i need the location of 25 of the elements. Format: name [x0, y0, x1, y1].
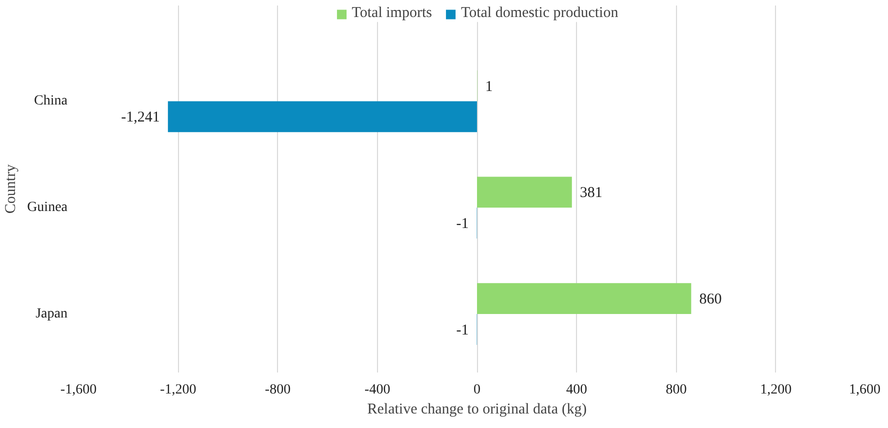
- bar: [477, 176, 572, 208]
- y-tick-label: China: [34, 94, 68, 109]
- x-tick-label: 1,200: [760, 382, 792, 398]
- y-tick-label: Guinea: [27, 200, 68, 216]
- legend-label: Total imports: [352, 5, 432, 22]
- x-tick-label: 1,600: [849, 382, 880, 398]
- x-tick-label: 0: [474, 382, 480, 398]
- y-axis-title: Country: [3, 164, 20, 214]
- x-tick-label: -800: [264, 382, 291, 398]
- data-label: 1: [485, 78, 493, 95]
- data-label: -1,241: [121, 110, 160, 126]
- x-tick-label: 400: [566, 382, 588, 398]
- y-tick-label: Japan: [36, 306, 68, 322]
- x-tick-label: -400: [364, 382, 390, 398]
- bar: [477, 283, 692, 314]
- x-axis-title: Relative change to original data (kg): [367, 402, 587, 418]
- data-label: 381: [580, 185, 602, 202]
- x-tick-label: -1,600: [60, 382, 97, 398]
- bar: [168, 101, 477, 132]
- x-tick-label: -1,200: [160, 382, 196, 398]
- x-tick-label: 800: [666, 382, 687, 398]
- data-label: 860: [699, 292, 722, 308]
- data-label: -1: [456, 216, 469, 232]
- data-label: -1: [456, 322, 469, 338]
- legend-label: Total domestic production: [460, 5, 618, 22]
